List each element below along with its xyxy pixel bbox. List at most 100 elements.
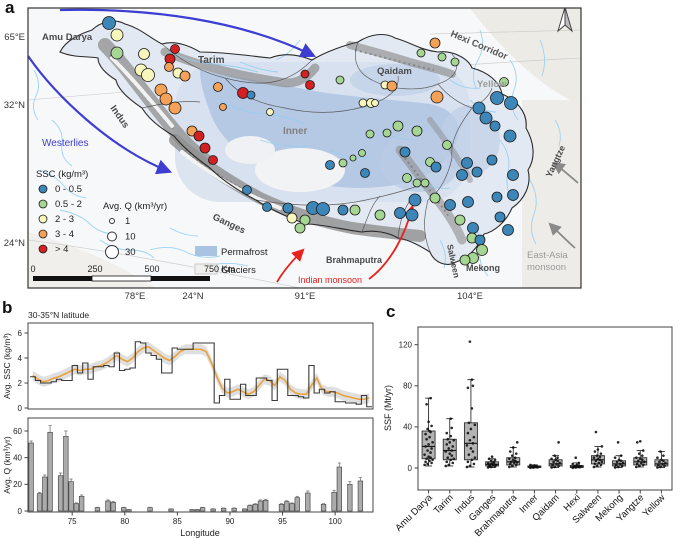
data-point [470, 458, 474, 462]
data-point [452, 438, 456, 442]
data-point [598, 455, 602, 458]
glacier-patch-central [255, 148, 345, 192]
box-salween [590, 430, 605, 469]
data-point [424, 432, 427, 436]
scalebar-label: 750 Km [204, 264, 235, 274]
box-inner [527, 463, 542, 470]
data-point [449, 417, 453, 420]
bar [73, 503, 80, 512]
gauge-station [462, 196, 474, 208]
data-point [634, 456, 638, 460]
bar [189, 509, 195, 512]
legend-swatch [38, 229, 48, 239]
gauge-station [237, 87, 249, 99]
bar [294, 497, 300, 512]
data-point [555, 462, 558, 466]
data-point [553, 465, 556, 469]
data-point [447, 463, 451, 467]
data-point [636, 459, 640, 463]
data-point [427, 455, 430, 458]
data-point [618, 462, 622, 466]
data-point [450, 454, 454, 457]
data-point [656, 466, 659, 469]
data-point [662, 459, 665, 463]
gauge-station [286, 212, 298, 224]
gauge-station [504, 96, 518, 110]
data-point [468, 464, 472, 468]
data-point [424, 445, 427, 448]
data-point [531, 465, 534, 468]
bar [331, 491, 337, 512]
bar [126, 509, 132, 512]
gauge-station [382, 128, 392, 138]
data-point [509, 460, 513, 464]
data-point [508, 462, 512, 466]
data-point [447, 447, 451, 450]
data-point [535, 464, 538, 468]
data-point [450, 449, 454, 452]
bar [320, 503, 327, 512]
plateau-outline [59, 20, 534, 265]
data-point [451, 445, 455, 448]
legend-swatch [38, 244, 48, 254]
bar [68, 481, 74, 512]
bar [105, 500, 111, 512]
east-asia-monsoon-arrow-north [552, 161, 579, 184]
data-point [425, 457, 428, 461]
box-yellow [654, 450, 669, 469]
data-point [511, 458, 515, 462]
data-point [660, 458, 663, 462]
data-point [515, 441, 519, 444]
bar [78, 495, 85, 512]
data-point [449, 458, 453, 462]
legend-item-label: 10 [125, 232, 136, 243]
gauge-station [459, 254, 471, 266]
gauge-station [335, 75, 345, 85]
data-point [592, 465, 596, 469]
gauge-station [486, 154, 498, 166]
legend-item-label: > 4 [55, 244, 68, 255]
x-tick-label: 100 [328, 517, 342, 526]
data-point [445, 431, 449, 435]
data-point [638, 457, 642, 461]
gauge-station [179, 70, 191, 82]
gauge-station [394, 207, 406, 219]
gauge-station [442, 140, 452, 150]
x-axis-label: Longitude [180, 528, 220, 538]
data-point [471, 450, 475, 453]
data-point [467, 453, 471, 456]
gauge-station [282, 202, 294, 214]
east-asia-monsoon-arrow-south [548, 222, 576, 249]
bar [305, 492, 311, 512]
gauge-station [437, 52, 447, 62]
box-yangtze [633, 439, 648, 469]
y-tick-label: 20 [13, 480, 22, 489]
data-point [639, 461, 643, 465]
legend-title: Avg. Q (km³/yr) [103, 201, 167, 212]
x-tick-label: 85 [173, 517, 182, 526]
panel-a-label: a [5, 0, 15, 17]
data-point [471, 442, 475, 445]
data-point [444, 450, 448, 453]
bar [284, 501, 290, 512]
data-point [452, 457, 456, 461]
data-point [446, 437, 450, 441]
data-point [428, 429, 431, 433]
gauge-station [408, 193, 422, 207]
gauge-station [358, 98, 368, 108]
data-point [428, 459, 431, 463]
box-qaidam [548, 441, 563, 469]
gauge-station [168, 101, 182, 115]
data-point [642, 460, 646, 464]
relief-east [522, 100, 581, 288]
legend-size-swatch [107, 231, 117, 242]
gauge-station [294, 222, 306, 234]
map-label: Tarim [198, 55, 225, 66]
data-point [637, 464, 641, 468]
gauge-station [300, 69, 310, 79]
westerlies-arrow [28, 55, 173, 175]
data-point [470, 407, 474, 410]
map-label: Yellow [477, 79, 507, 90]
gauge-station [503, 129, 517, 143]
y-tick-label: 60 [13, 427, 22, 436]
